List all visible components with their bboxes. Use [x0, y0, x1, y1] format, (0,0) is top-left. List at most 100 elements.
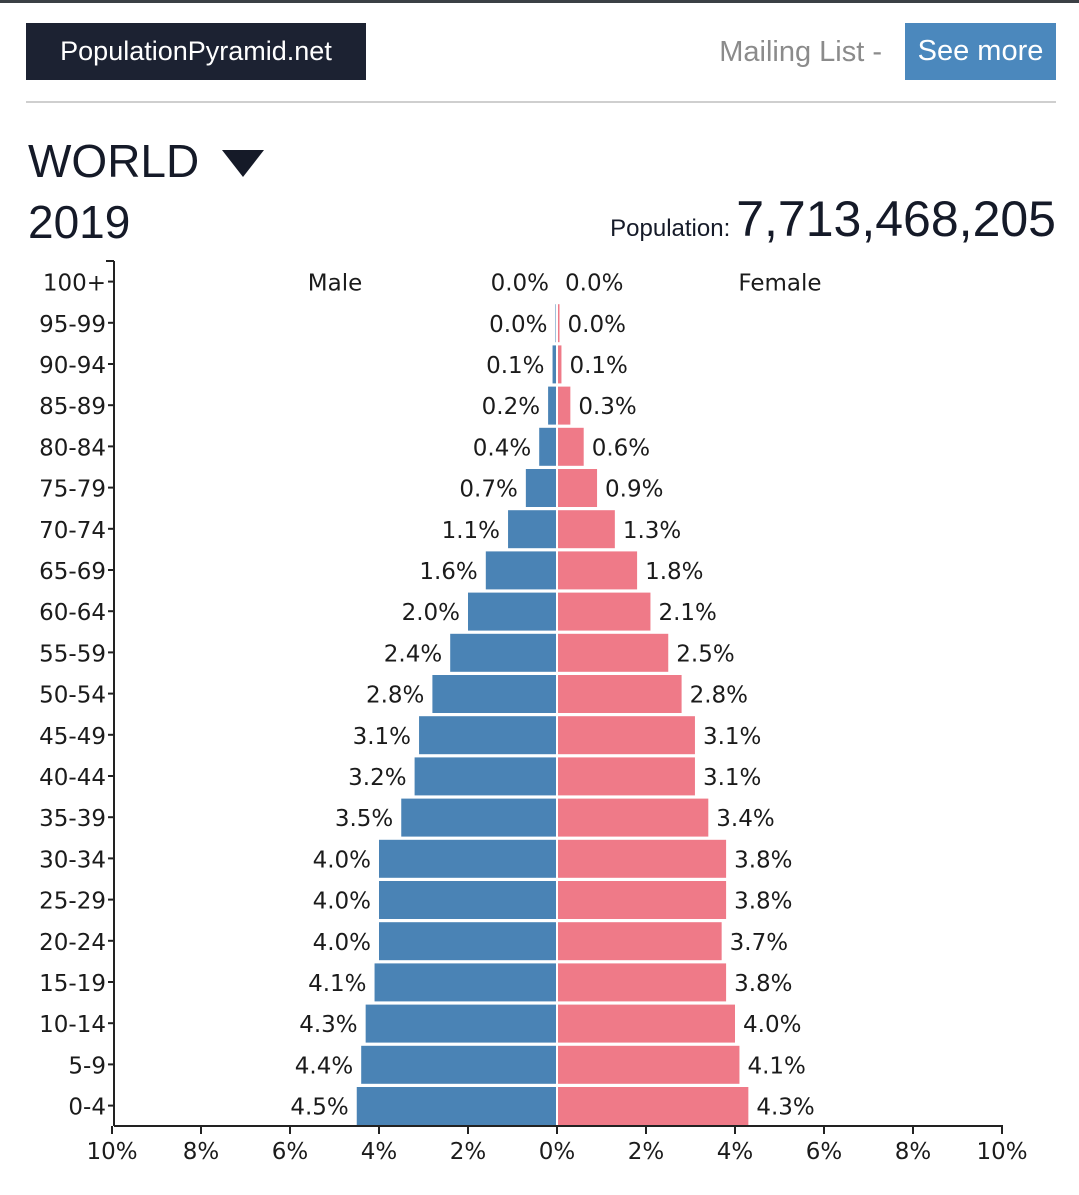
- female-value-label: 3.7%: [730, 930, 788, 956]
- female-bar: [557, 963, 727, 1002]
- male-value-label: 2.4%: [384, 641, 442, 667]
- male-value-label: 2.8%: [366, 683, 424, 709]
- female-value-label: 3.1%: [703, 765, 761, 791]
- female-bar: [557, 675, 682, 713]
- male-bar: [552, 345, 557, 384]
- male-bar: [450, 633, 557, 672]
- female-value-label: 3.4%: [716, 806, 774, 832]
- age-group-label: 95-99: [39, 312, 106, 338]
- age-group-label: 10-14: [39, 1012, 106, 1038]
- age-group-label: 90-94: [39, 353, 106, 379]
- male-bar: [468, 592, 557, 631]
- age-group-label: 30-34: [39, 847, 106, 873]
- age-group-label: 50-54: [39, 683, 106, 709]
- male-value-label: 1.6%: [419, 559, 477, 585]
- age-group-label: 100+: [43, 271, 106, 297]
- age-group-label: 85-89: [39, 394, 106, 420]
- age-group-label: 5-9: [68, 1053, 106, 1079]
- female-bar: [557, 716, 695, 755]
- mailing-list-link[interactable]: Mailing List -: [719, 36, 882, 68]
- region-selector[interactable]: WORLD: [28, 135, 200, 187]
- female-bar: [557, 839, 727, 878]
- female-value-label: 4.0%: [743, 1012, 801, 1038]
- female-bar: [557, 1087, 749, 1125]
- male-value-label: 3.2%: [348, 765, 406, 791]
- male-bar: [361, 1045, 557, 1084]
- age-group-label: 55-59: [39, 641, 106, 667]
- age-group-label: 80-84: [39, 435, 106, 461]
- age-group-label: 35-39: [39, 806, 106, 832]
- female-value-label: 0.9%: [605, 477, 663, 503]
- male-value-label: 0.0%: [491, 271, 549, 297]
- male-value-label: 0.0%: [489, 312, 547, 338]
- male-value-label: 4.0%: [313, 930, 371, 956]
- male-value-label: 1.1%: [442, 518, 500, 544]
- female-bar: [557, 922, 722, 961]
- x-tick-label: 6%: [806, 1139, 843, 1165]
- x-tick-label: 0%: [539, 1139, 576, 1165]
- female-value-label: 0.0%: [568, 312, 626, 338]
- caret-down-icon[interactable]: [222, 150, 264, 177]
- age-group-label: 0-4: [68, 1095, 106, 1121]
- x-tick-label: 2%: [628, 1139, 665, 1165]
- female-series-label: Female: [738, 271, 821, 297]
- x-tick-label: 2%: [450, 1139, 487, 1165]
- male-bar: [525, 469, 557, 507]
- male-bar: [379, 881, 557, 919]
- male-series-label: Male: [308, 271, 362, 297]
- male-value-label: 3.5%: [335, 806, 393, 832]
- population-label: Population:: [610, 215, 731, 242]
- year-label: 2019: [28, 196, 131, 248]
- male-value-label: 4.0%: [313, 889, 371, 915]
- male-bar: [414, 757, 557, 796]
- male-value-label: 4.0%: [313, 847, 371, 873]
- male-bar: [379, 839, 557, 878]
- top-border: [0, 0, 1079, 3]
- x-tick-label: 8%: [895, 1139, 932, 1165]
- female-value-label: 2.5%: [676, 641, 734, 667]
- population-value: 7,713,468,205: [736, 191, 1056, 247]
- male-value-label: 4.3%: [299, 1012, 357, 1038]
- see-more-button[interactable]: See more: [905, 23, 1056, 80]
- female-bar: [557, 386, 571, 425]
- female-bar: [557, 1045, 740, 1084]
- female-value-label: 0.3%: [578, 394, 636, 420]
- age-group-label: 75-79: [39, 477, 106, 503]
- male-value-label: 4.1%: [308, 971, 366, 997]
- male-bar: [508, 510, 557, 549]
- female-bar: [557, 881, 727, 919]
- x-tick-label: 8%: [183, 1139, 220, 1165]
- female-bar: [557, 304, 560, 343]
- male-bar: [548, 386, 557, 425]
- header-divider: [26, 101, 1056, 103]
- female-value-label: 2.1%: [658, 600, 716, 626]
- x-tick-label: 4%: [717, 1139, 754, 1165]
- male-value-label: 2.0%: [402, 600, 460, 626]
- male-bar: [419, 716, 557, 755]
- male-value-label: 0.1%: [486, 353, 544, 379]
- female-value-label: 3.8%: [734, 971, 792, 997]
- x-tick-label: 6%: [272, 1139, 309, 1165]
- male-value-label: 0.7%: [459, 477, 517, 503]
- female-bar: [557, 469, 598, 507]
- male-bar: [401, 798, 557, 837]
- age-group-label: 25-29: [39, 889, 106, 915]
- female-bar: [557, 1004, 735, 1043]
- female-bar: [557, 798, 709, 837]
- male-value-label: 0.4%: [473, 435, 531, 461]
- male-bar: [356, 1087, 557, 1125]
- male-value-label: 0.2%: [482, 394, 540, 420]
- site-logo-link[interactable]: PopulationPyramid.net: [26, 23, 366, 80]
- age-group-label: 65-69: [39, 559, 106, 585]
- age-group-label: 60-64: [39, 600, 106, 626]
- male-bar: [374, 963, 557, 1002]
- female-value-label: 0.6%: [592, 435, 650, 461]
- male-value-label: 3.1%: [353, 724, 411, 750]
- female-value-label: 4.3%: [756, 1095, 814, 1121]
- age-group-label: 40-44: [39, 765, 106, 791]
- population-pyramid-chart: 100+ 0.0% 0.0% 95-99 0.0% 0.0% 90-94 0.1% 0.1% 85…: [39, 260, 1028, 1165]
- male-value-label: 4.4%: [295, 1053, 353, 1079]
- female-value-label: 3.8%: [734, 889, 792, 915]
- age-group-label: 15-19: [39, 971, 106, 997]
- female-bar: [557, 757, 695, 796]
